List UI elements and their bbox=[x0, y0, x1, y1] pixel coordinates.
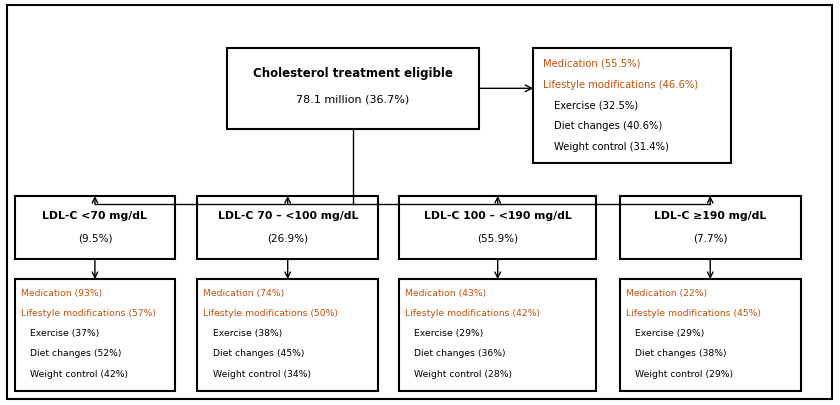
Text: Medication (43%): Medication (43%) bbox=[405, 288, 486, 297]
Text: Lifestyle modifications (42%): Lifestyle modifications (42%) bbox=[405, 309, 540, 318]
FancyBboxPatch shape bbox=[227, 49, 479, 130]
Text: (55.9%): (55.9%) bbox=[477, 233, 518, 243]
Text: LDL-C <70 mg/dL: LDL-C <70 mg/dL bbox=[43, 211, 147, 221]
Text: (9.5%): (9.5%) bbox=[77, 233, 113, 243]
Text: Weight control (34%): Weight control (34%) bbox=[213, 369, 311, 378]
FancyBboxPatch shape bbox=[15, 279, 175, 391]
Text: Diet changes (40.6%): Diet changes (40.6%) bbox=[554, 121, 663, 131]
Text: Diet changes (45%): Diet changes (45%) bbox=[213, 349, 304, 358]
Text: LDL-C 70 – <100 mg/dL: LDL-C 70 – <100 mg/dL bbox=[218, 211, 358, 221]
Text: Medication (74%): Medication (74%) bbox=[203, 288, 285, 297]
Text: Lifestyle modifications (50%): Lifestyle modifications (50%) bbox=[203, 309, 339, 318]
Text: (26.9%): (26.9%) bbox=[267, 233, 308, 243]
Text: Medication (55.5%): Medication (55.5%) bbox=[543, 59, 641, 69]
Text: Diet changes (36%): Diet changes (36%) bbox=[414, 349, 506, 358]
Text: (7.7%): (7.7%) bbox=[693, 233, 727, 243]
Text: Exercise (29%): Exercise (29%) bbox=[635, 328, 704, 337]
FancyBboxPatch shape bbox=[399, 196, 596, 259]
Text: Lifestyle modifications (45%): Lifestyle modifications (45%) bbox=[626, 309, 761, 318]
FancyBboxPatch shape bbox=[197, 279, 378, 391]
Text: Diet changes (38%): Diet changes (38%) bbox=[635, 349, 727, 358]
Text: Lifestyle modifications (46.6%): Lifestyle modifications (46.6%) bbox=[543, 79, 699, 90]
Text: Cholesterol treatment eligible: Cholesterol treatment eligible bbox=[253, 67, 453, 80]
Text: Medication (93%): Medication (93%) bbox=[21, 288, 102, 297]
FancyBboxPatch shape bbox=[620, 279, 801, 391]
Text: Weight control (42%): Weight control (42%) bbox=[30, 369, 129, 378]
Text: Exercise (38%): Exercise (38%) bbox=[213, 328, 281, 337]
Text: Weight control (28%): Weight control (28%) bbox=[414, 369, 512, 378]
Text: Exercise (37%): Exercise (37%) bbox=[30, 328, 99, 337]
Text: 78.1 million (36.7%): 78.1 million (36.7%) bbox=[297, 94, 409, 104]
FancyBboxPatch shape bbox=[15, 196, 175, 259]
Text: Exercise (29%): Exercise (29%) bbox=[414, 328, 483, 337]
FancyBboxPatch shape bbox=[533, 49, 731, 164]
Text: LDL-C ≥190 mg/dL: LDL-C ≥190 mg/dL bbox=[654, 211, 766, 221]
Text: Lifestyle modifications (57%): Lifestyle modifications (57%) bbox=[21, 309, 156, 318]
Text: Weight control (31.4%): Weight control (31.4%) bbox=[554, 141, 669, 151]
Text: Medication (22%): Medication (22%) bbox=[626, 288, 707, 297]
Text: Exercise (32.5%): Exercise (32.5%) bbox=[554, 100, 638, 110]
Text: Diet changes (52%): Diet changes (52%) bbox=[30, 349, 122, 358]
FancyBboxPatch shape bbox=[7, 6, 832, 399]
FancyBboxPatch shape bbox=[197, 196, 378, 259]
FancyBboxPatch shape bbox=[620, 196, 801, 259]
Text: Weight control (29%): Weight control (29%) bbox=[635, 369, 733, 378]
Text: LDL-C 100 – <190 mg/dL: LDL-C 100 – <190 mg/dL bbox=[424, 211, 571, 221]
FancyBboxPatch shape bbox=[399, 279, 596, 391]
